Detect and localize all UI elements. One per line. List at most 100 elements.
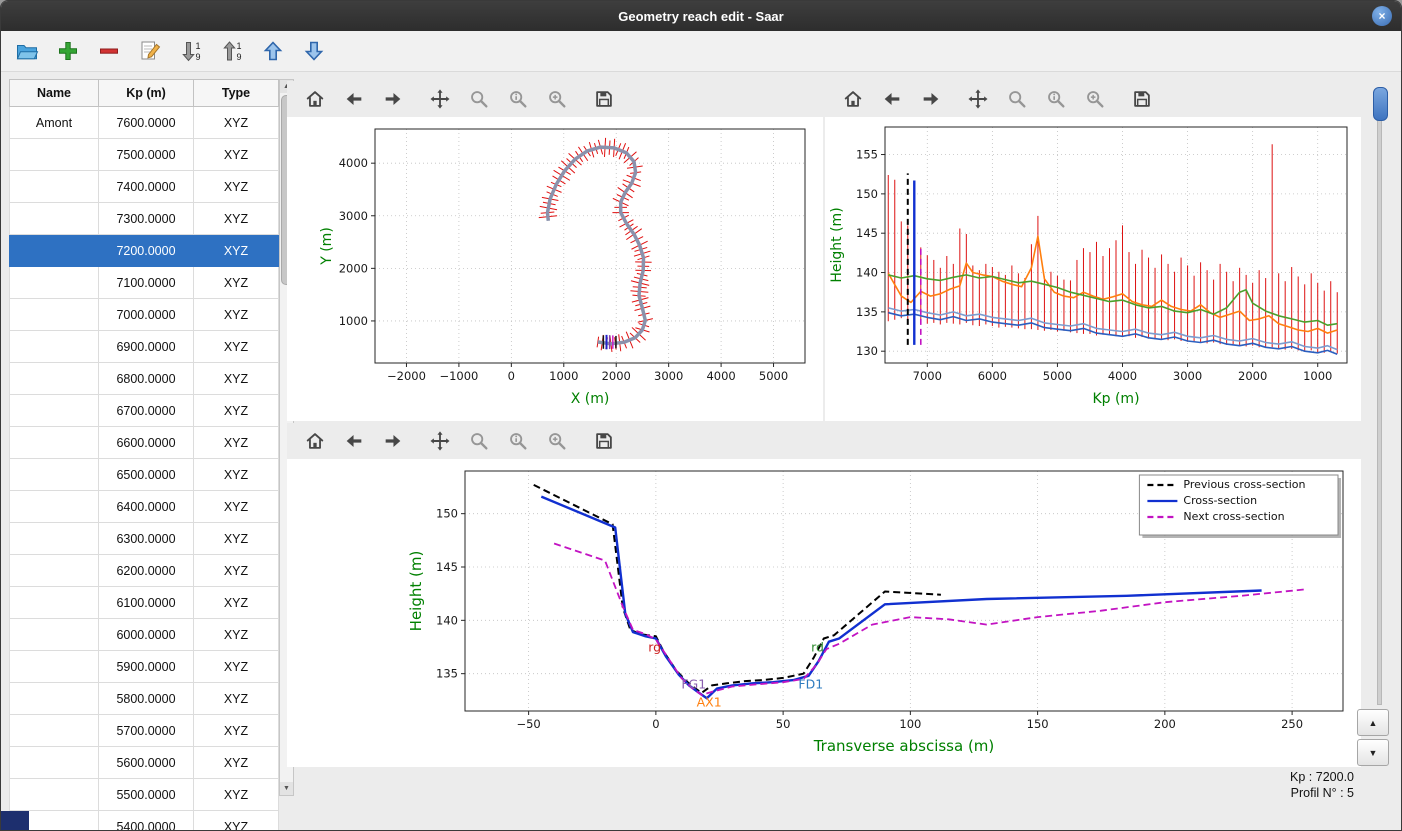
kp-cell[interactable]: 7400.0000 <box>98 170 194 203</box>
name-cell[interactable] <box>9 682 99 715</box>
back-button[interactable] <box>880 87 904 111</box>
type-cell[interactable]: XYZ <box>193 682 279 715</box>
home-button[interactable] <box>303 429 327 453</box>
kp-cell[interactable]: 5500.0000 <box>98 778 194 811</box>
table-row[interactable]: 6400.0000 XYZ <box>9 490 279 523</box>
table-row[interactable]: 7100.0000 XYZ <box>9 266 279 299</box>
table-row[interactable]: 6800.0000 XYZ <box>9 362 279 395</box>
name-cell[interactable] <box>9 554 99 587</box>
back-button[interactable] <box>342 87 366 111</box>
home-button[interactable] <box>841 87 865 111</box>
table-row[interactable]: Amont 7600.0000 XYZ <box>9 106 279 139</box>
forward-button[interactable] <box>381 87 405 111</box>
type-cell[interactable]: XYZ <box>193 170 279 203</box>
remove-button[interactable] <box>95 37 123 65</box>
name-cell[interactable] <box>9 618 99 651</box>
zoom-button[interactable] <box>1005 87 1029 111</box>
longitudinal-profile-chart[interactable]: 7000 6000 5000 4000 3000 2000 1000 130 135 140 145… <box>825 117 1361 421</box>
name-cell[interactable] <box>9 522 99 555</box>
open-button[interactable] <box>13 37 41 65</box>
kp-cell[interactable]: 6100.0000 <box>98 586 194 619</box>
kp-cell[interactable]: 5400.0000 <box>98 810 194 830</box>
name-cell[interactable] <box>9 490 99 523</box>
pan-button[interactable] <box>428 429 452 453</box>
name-cell[interactable] <box>9 458 99 491</box>
pan-button[interactable] <box>428 87 452 111</box>
table-row[interactable]: 6600.0000 XYZ <box>9 426 279 459</box>
zoom-info-button[interactable] <box>1044 87 1068 111</box>
name-cell[interactable] <box>9 330 99 363</box>
zoom-slider-track[interactable] <box>1377 95 1382 705</box>
name-cell[interactable] <box>9 170 99 203</box>
zoom-button[interactable] <box>467 87 491 111</box>
next-profile-button[interactable]: ▼ <box>1357 739 1389 766</box>
kp-cell[interactable]: 6600.0000 <box>98 426 194 459</box>
table-row[interactable]: 5500.0000 XYZ <box>9 778 279 811</box>
back-button[interactable] <box>342 429 366 453</box>
zoom-info-button[interactable] <box>506 429 530 453</box>
move-down-button[interactable] <box>300 37 328 65</box>
edit-button[interactable] <box>136 37 164 65</box>
close-button[interactable]: × <box>1372 6 1392 26</box>
name-cell[interactable] <box>9 138 99 171</box>
name-cell[interactable] <box>9 266 99 299</box>
kp-cell[interactable]: 5900.0000 <box>98 650 194 683</box>
zoom-rect-button[interactable] <box>545 429 569 453</box>
name-cell[interactable] <box>9 746 99 779</box>
table-row[interactable]: 6700.0000 XYZ <box>9 394 279 427</box>
type-cell[interactable]: XYZ <box>193 522 279 555</box>
name-cell[interactable] <box>9 426 99 459</box>
type-cell[interactable]: XYZ <box>193 554 279 587</box>
move-up-button[interactable] <box>259 37 287 65</box>
name-cell[interactable] <box>9 298 99 331</box>
type-cell[interactable]: XYZ <box>193 810 279 830</box>
table-row[interactable]: 6900.0000 XYZ <box>9 330 279 363</box>
table-row[interactable]: 5400.0000 XYZ <box>9 810 279 830</box>
name-cell[interactable] <box>9 650 99 683</box>
table-row[interactable]: 5800.0000 XYZ <box>9 682 279 715</box>
zoom-info-button[interactable] <box>506 87 530 111</box>
kp-cell[interactable]: 6400.0000 <box>98 490 194 523</box>
name-cell[interactable]: Amont <box>9 106 99 139</box>
kp-cell[interactable]: 6800.0000 <box>98 362 194 395</box>
save-button[interactable] <box>592 87 616 111</box>
kp-cell[interactable]: 7300.0000 <box>98 202 194 235</box>
table-row[interactable]: 7000.0000 XYZ <box>9 298 279 331</box>
scroll-down-icon[interactable]: ▼ <box>280 782 293 795</box>
type-cell[interactable]: XYZ <box>193 618 279 651</box>
table-row[interactable]: 7500.0000 XYZ <box>9 138 279 171</box>
zoom-button[interactable] <box>467 429 491 453</box>
type-cell[interactable]: XYZ <box>193 650 279 683</box>
zoom-rect-button[interactable] <box>545 87 569 111</box>
type-cell[interactable]: XYZ <box>193 778 279 811</box>
type-cell[interactable]: XYZ <box>193 138 279 171</box>
kp-cell[interactable]: 7100.0000 <box>98 266 194 299</box>
name-cell[interactable] <box>9 394 99 427</box>
type-cell[interactable]: XYZ <box>193 298 279 331</box>
add-button[interactable] <box>54 37 82 65</box>
type-cell[interactable]: XYZ <box>193 266 279 299</box>
table-row[interactable]: 6100.0000 XYZ <box>9 586 279 619</box>
kp-cell[interactable]: 7200.0000 <box>98 234 194 267</box>
pan-button[interactable] <box>966 87 990 111</box>
kp-cell[interactable]: 5600.0000 <box>98 746 194 779</box>
kp-cell[interactable]: 6000.0000 <box>98 618 194 651</box>
plan-view-chart[interactable]: −2000 −1000 0 1000 2000 3000 4000 5000 1000 2000 3… <box>287 117 823 421</box>
kp-cell[interactable]: 6900.0000 <box>98 330 194 363</box>
type-cell[interactable]: XYZ <box>193 202 279 235</box>
table-row[interactable]: 5700.0000 XYZ <box>9 714 279 747</box>
table-row[interactable]: 7200.0000 XYZ <box>9 234 279 267</box>
type-cell[interactable]: XYZ <box>193 426 279 459</box>
table-row[interactable]: 5900.0000 XYZ <box>9 650 279 683</box>
home-button[interactable] <box>303 87 327 111</box>
type-cell[interactable]: XYZ <box>193 234 279 267</box>
table-row[interactable]: 6200.0000 XYZ <box>9 554 279 587</box>
name-cell[interactable] <box>9 362 99 395</box>
type-cell[interactable]: XYZ <box>193 490 279 523</box>
zoom-rect-button[interactable] <box>1083 87 1107 111</box>
table-row[interactable]: 6300.0000 XYZ <box>9 522 279 555</box>
forward-button[interactable] <box>381 429 405 453</box>
kp-cell[interactable]: 7500.0000 <box>98 138 194 171</box>
